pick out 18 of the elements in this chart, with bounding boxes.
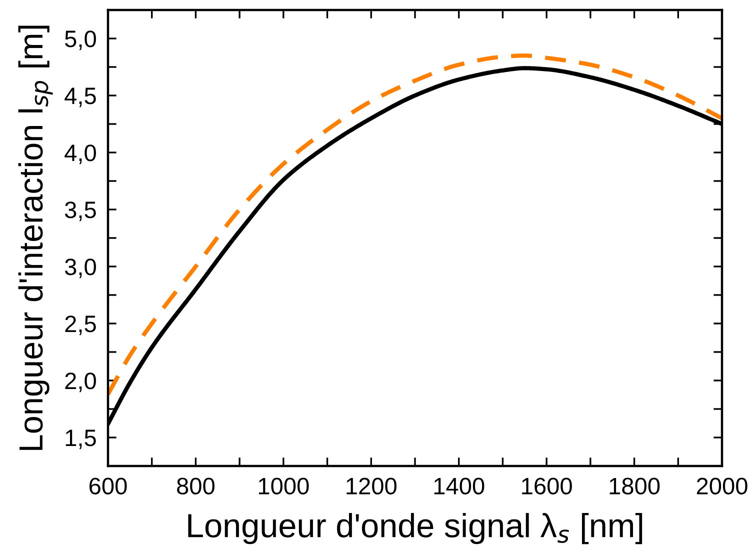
y-axis-title: Longueur d'interaction l$_{sp}$ [m]: [18, 26, 53, 450]
x-tick-label: 1000: [258, 478, 309, 494]
x-tick-label: 1200: [346, 478, 396, 494]
x-axis-title: Longueur d'onde signal λ$_{s}$ [nm]: [188, 513, 642, 544]
y-tick-label: 3,0: [64, 258, 96, 278]
y-tick-label: 2,5: [65, 316, 96, 336]
y-tick-label: 4,5: [64, 88, 96, 108]
x-tick-label: 1600: [522, 478, 572, 494]
x-tick-label: 600: [90, 478, 127, 494]
y-tick-label: 3,5: [64, 202, 96, 222]
x-tick-label: 1800: [610, 478, 660, 494]
x-tick-label: 1400: [434, 478, 484, 494]
y-tick-label: 1,5: [66, 430, 96, 450]
x-tick-label: 2000: [696, 478, 748, 494]
y-tick-label: 5,0: [65, 30, 96, 50]
y-tick-label: 2,0: [65, 372, 96, 392]
y-tick-label: 4,0: [64, 144, 96, 164]
x-tick-label: 800: [177, 478, 214, 494]
